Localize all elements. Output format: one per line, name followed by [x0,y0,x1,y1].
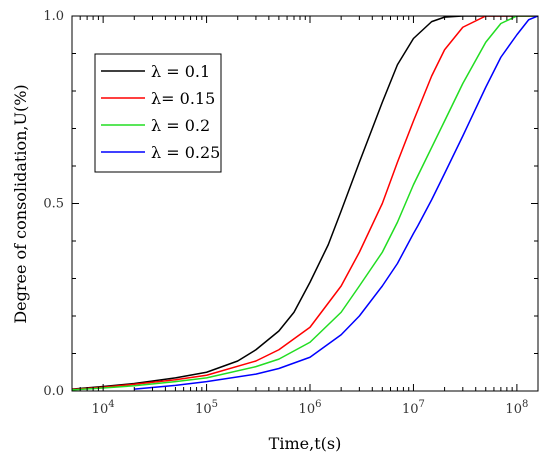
legend: λ = 0.1 λ= 0.15 λ = 0.2 λ = 0.25 [94,53,222,173]
ticks-layer: 104 105 106 107 108 0.0 0.5 1.0 [43,9,538,417]
series-line-4 [134,16,538,390]
x-tick-label: 106 [299,399,322,417]
series-line-3 [72,16,538,391]
legend-label: λ= 0.15 [151,89,215,108]
x-tick-label: 104 [92,399,115,417]
series-layer [72,16,538,391]
legend-label: λ = 0.25 [151,143,220,162]
legend-label: λ = 0.2 [151,116,210,135]
x-axis-title: Time,t(s) [269,434,342,453]
y-tick-label: 0.5 [43,197,64,212]
series-line-1 [72,16,538,390]
y-tick-label: 1.0 [43,9,64,24]
x-tick-label: 108 [505,399,528,417]
series-line-2 [72,16,538,391]
y-tick-label: 0.0 [43,384,64,399]
x-tick-label: 105 [195,399,218,417]
x-tick-label: 107 [402,399,425,417]
legend-label: λ = 0.1 [151,62,210,81]
y-axis-title: Degree of consolidation,U(%) [11,84,30,323]
